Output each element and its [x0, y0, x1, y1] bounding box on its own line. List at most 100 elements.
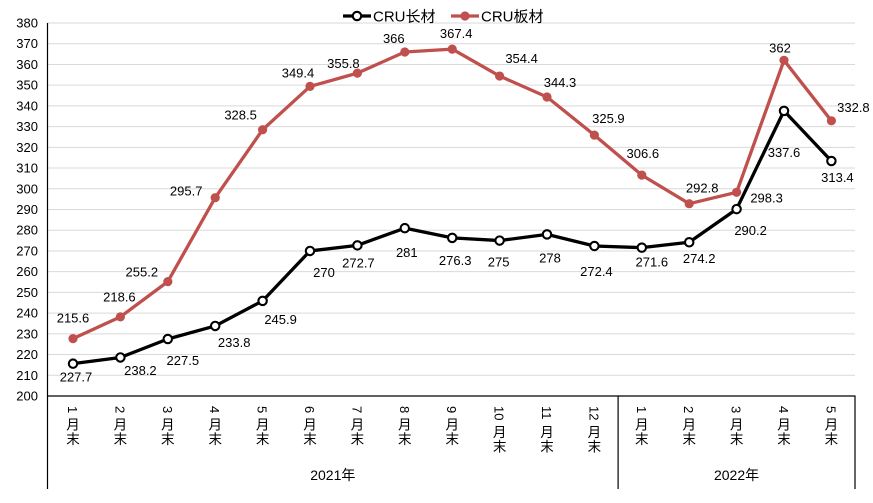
y-axis-tick-label: 210 [16, 368, 38, 383]
data-point-label: 227.5 [167, 353, 200, 368]
y-axis-tick-label: 270 [16, 243, 38, 258]
legend-label: CRU板材 [481, 8, 544, 26]
series-marker-open-circle [636, 242, 648, 253]
series-marker-open-circle [209, 320, 221, 332]
data-point-label: 278 [539, 250, 561, 265]
data-point-label: 362 [769, 40, 791, 55]
series-marker-open-circle [67, 358, 79, 369]
x-category-label-char: 末 [66, 432, 80, 447]
x-category-label-char: 末 [398, 432, 412, 447]
series-marker-filled-circle [684, 199, 694, 209]
x-category-label-char: 月 [351, 418, 365, 433]
series-marker-open-circle [115, 352, 126, 363]
x-category-label-char: 末 [114, 432, 128, 447]
y-axis-tick-label: 280 [16, 223, 38, 238]
data-point-label: 276.3 [439, 253, 472, 268]
year-group-label: 2022年 [714, 467, 759, 483]
series-marker-open-circle [494, 235, 505, 246]
y-axis-tick-label: 380 [16, 16, 38, 31]
x-category-label-char: 末 [351, 432, 365, 447]
x-category-label-char: 月 [256, 418, 270, 433]
series-marker-filled-circle [68, 333, 78, 344]
data-point-label: 215.6 [57, 311, 90, 326]
data-point-label: 218.6 [103, 289, 136, 304]
y-axis-tick-label: 370 [16, 36, 38, 51]
series-marker-open-circle [257, 295, 268, 307]
series-marker-filled-circle [115, 312, 125, 322]
data-point-label: 290.2 [734, 223, 767, 238]
x-category-label-char: 末 [730, 432, 744, 447]
data-point-label: 295.7 [170, 184, 203, 199]
legend-label: CRU长材 [373, 9, 436, 26]
series-marker-filled-circle [305, 81, 315, 92]
data-point-label: 332.8 [837, 100, 870, 115]
x-category-label-month-number: 6 [302, 406, 317, 413]
series-marker-open-circle [446, 232, 458, 244]
y-axis-tick-label: 220 [16, 347, 38, 362]
x-category-label-month-number: 4 [207, 406, 222, 413]
data-point-label: 325.9 [592, 111, 625, 126]
x-category-label-char: 月 [635, 418, 649, 433]
series-marker-open-circle [826, 155, 837, 167]
x-category-label-month-number: 1 [65, 406, 80, 413]
data-point-label: 349.4 [282, 65, 315, 80]
y-axis-tick-label: 320 [16, 140, 38, 155]
x-category-label-char: 末 [825, 432, 839, 447]
data-point-label: 354.4 [505, 51, 538, 66]
series-marker-open-circle [162, 333, 174, 345]
data-point-label: 238.2 [124, 363, 157, 378]
data-point-label: 275 [488, 255, 510, 270]
data-point-label: 255.2 [126, 265, 159, 280]
y-axis-tick-label: 240 [16, 306, 38, 321]
series-marker-open-circle [589, 240, 600, 252]
data-point-label: 274.2 [683, 251, 716, 266]
x-category-label-month-number: 2 [681, 406, 696, 413]
x-category-label-char: 月 [777, 418, 791, 433]
x-category-label-month-number: 8 [397, 406, 412, 413]
data-point-label: 337.6 [768, 145, 801, 160]
series-marker-filled-circle [495, 71, 505, 81]
series-marker-filled-circle [732, 187, 742, 197]
x-category-label-month-number: 2 [112, 406, 127, 413]
series-marker-open-circle [683, 236, 695, 248]
x-category-label-month-number: 7 [349, 406, 364, 413]
data-point-label: 367.4 [440, 26, 473, 41]
series-marker-filled-circle [400, 47, 410, 57]
x-category-label-char: 末 [303, 432, 317, 447]
data-point-label: 355.8 [327, 56, 360, 71]
series-marker-filled-circle [589, 130, 600, 140]
x-category-label-month-number: 5 [255, 406, 270, 413]
x-category-label-char: 月 [588, 425, 602, 440]
x-category-label-char: 月 [445, 418, 459, 433]
y-axis-tick-label: 360 [16, 57, 38, 72]
x-category-label-char: 月 [540, 425, 554, 440]
series-marker-filled-circle [210, 193, 220, 203]
data-point-label: 281 [396, 245, 418, 260]
x-category-label-month-number: 4 [776, 406, 791, 413]
data-point-label: 344.3 [544, 75, 577, 90]
series-marker-open-circle [399, 222, 411, 234]
series-marker-filled-circle [447, 44, 457, 54]
series-marker-filled-circle [637, 170, 647, 180]
x-category-label-char: 月 [825, 418, 839, 433]
x-category-label-char: 末 [540, 440, 554, 455]
data-point-label: 272.7 [342, 255, 375, 270]
data-point-label: 292.8 [686, 181, 719, 196]
x-category-label-char: 月 [398, 418, 412, 433]
y-axis-tick-label: 230 [16, 326, 38, 341]
series-marker-open-circle [778, 105, 790, 117]
year-group-label: 2021年 [310, 467, 355, 483]
y-axis-tick-label: 200 [16, 389, 38, 404]
x-category-label-char: 月 [114, 418, 128, 433]
x-category-label-char: 末 [635, 432, 649, 447]
x-category-label-char: 月 [208, 418, 222, 433]
data-point-label: 271.6 [636, 255, 669, 270]
x-category-label-month-number: 3 [729, 406, 744, 413]
data-point-label: 298.3 [750, 190, 783, 205]
series-marker-filled-circle [779, 55, 789, 65]
x-category-label-month-number: 10 [492, 406, 507, 420]
y-axis-tick-label: 310 [16, 161, 38, 176]
